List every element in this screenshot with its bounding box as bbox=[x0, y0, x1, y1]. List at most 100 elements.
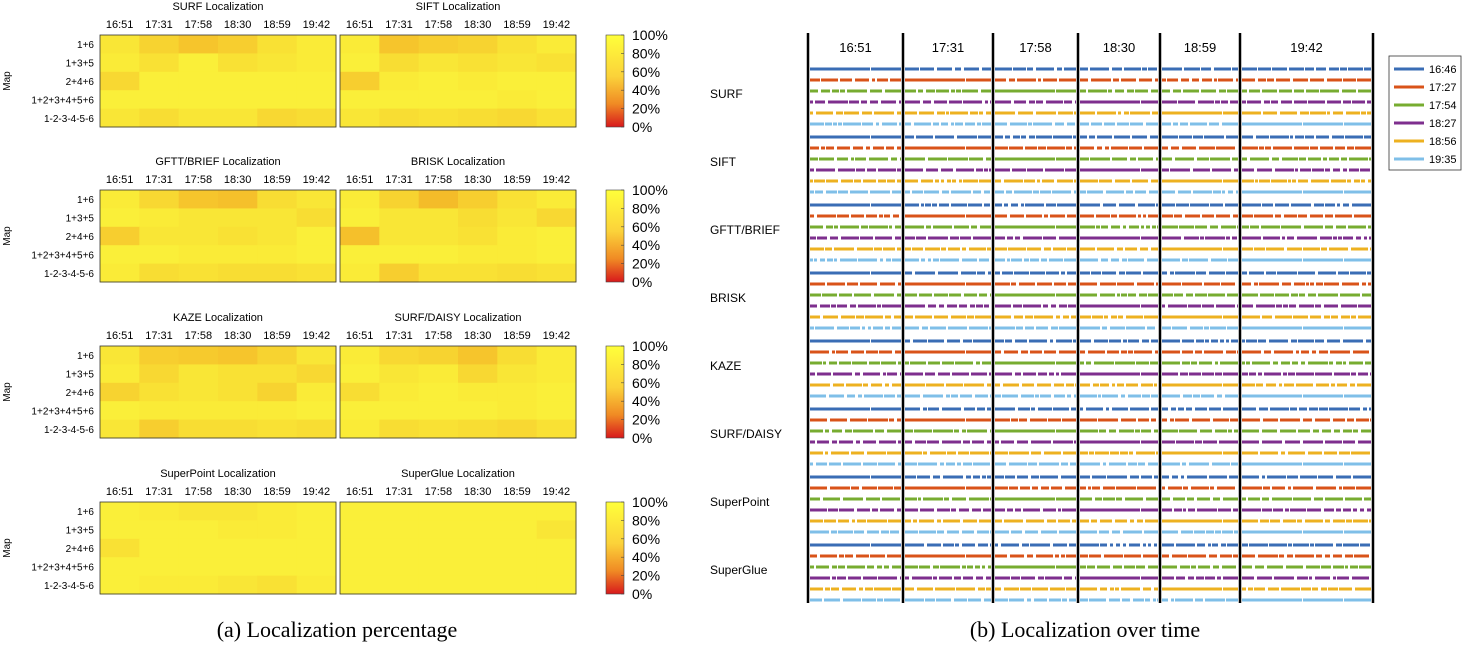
heatmap-cell bbox=[257, 419, 298, 439]
heatmap-cell bbox=[100, 401, 140, 421]
heatmap-cell bbox=[100, 263, 140, 283]
heatmap-cell bbox=[340, 190, 380, 209]
x-tick-label: 18:59 bbox=[503, 486, 531, 498]
x-tick-label: 19:42 bbox=[303, 174, 331, 186]
heatmap-cell bbox=[218, 263, 258, 283]
heatmap-cell bbox=[178, 245, 219, 265]
heatmap-cell bbox=[178, 575, 219, 595]
heatmap-cell bbox=[218, 520, 258, 540]
heatmap-cell bbox=[418, 35, 459, 54]
heatmap-cell bbox=[178, 71, 219, 91]
heatmap-cell bbox=[257, 401, 298, 421]
localization-over-time-panel: 16:51 17:31 17:58 18:30 18:59 19:42 SURF SIFT GF… bbox=[710, 33, 1462, 603]
heatmap-cell bbox=[418, 190, 459, 209]
heatmap-cell bbox=[379, 382, 420, 402]
colorbar: 100% 80% 60% 40% 20% 0% bbox=[605, 27, 668, 135]
heatmap-cell bbox=[218, 208, 258, 228]
legend-label: 17:54 bbox=[1429, 100, 1457, 112]
heatmap-title: SURF Localization bbox=[172, 1, 263, 13]
heatmap-cell bbox=[296, 71, 337, 91]
colorbar-tick-label: 40% bbox=[632, 393, 660, 409]
heatmap-cell bbox=[536, 346, 577, 365]
x-tick-label: 17:58 bbox=[185, 330, 213, 342]
heatmap-cell bbox=[458, 538, 498, 558]
heatmap-cell bbox=[418, 502, 459, 521]
heatmap-cell bbox=[178, 35, 219, 54]
heatmap-cell bbox=[340, 538, 380, 558]
heatmap-cell bbox=[379, 557, 420, 577]
heatmap-cell bbox=[458, 520, 498, 540]
heatmap-cell bbox=[497, 263, 538, 283]
heatmap-cell bbox=[536, 401, 577, 421]
method-label: SURF bbox=[710, 87, 743, 101]
heatmap-cell bbox=[218, 575, 258, 595]
heatmap-frame bbox=[99, 34, 337, 128]
heatmap-cell bbox=[458, 208, 498, 228]
x-tick-label: 17:31 bbox=[385, 330, 413, 342]
heatmap-cell bbox=[257, 520, 298, 540]
heatmap-cell bbox=[139, 401, 180, 421]
heatmap-cell bbox=[100, 90, 140, 110]
heatmap-cell bbox=[218, 364, 258, 384]
colorbar-tick-label: 100% bbox=[632, 338, 668, 354]
heatmap-cell bbox=[296, 226, 337, 246]
legend-label: 18:56 bbox=[1429, 136, 1457, 148]
heatmap-cell bbox=[497, 71, 538, 91]
heatmap-cell bbox=[536, 538, 577, 558]
heatmap-cell bbox=[257, 53, 298, 73]
heatmap-cell bbox=[218, 108, 258, 128]
method-label: GFTT/BRIEF bbox=[710, 223, 780, 237]
heatmap-cell bbox=[536, 502, 577, 521]
heatmap-cell bbox=[379, 245, 420, 265]
heatmap-cell bbox=[178, 557, 219, 577]
heatmap-cell bbox=[458, 90, 498, 110]
x-tick-label: 18:59 bbox=[503, 19, 531, 31]
x-tick-label: 17:58 bbox=[425, 174, 453, 186]
heatmap-cell bbox=[296, 401, 337, 421]
heatmap-cell bbox=[379, 364, 420, 384]
x-tick-label: 17:58 bbox=[425, 486, 453, 498]
heatmap-cell bbox=[458, 364, 498, 384]
x-tick-label: 19:42 bbox=[543, 174, 571, 186]
x-tick-label: 16:51 bbox=[106, 19, 134, 31]
heatmap-cell bbox=[497, 208, 538, 228]
y-tick-label: 2+4+6 bbox=[66, 232, 95, 243]
heatmap-cell bbox=[178, 346, 219, 365]
heatmap-cell bbox=[178, 208, 219, 228]
heatmap-cell bbox=[139, 382, 180, 402]
colorbar-tick-label: 60% bbox=[632, 219, 660, 235]
heatmap-3: GFTT/BRIEF Localization 16:51 17:31 17:58 18… bbox=[2, 156, 337, 283]
heatmap-title: BRISK Localization bbox=[411, 156, 505, 168]
heatmap-cell bbox=[296, 53, 337, 73]
heatmap-cell bbox=[379, 263, 420, 283]
heatmap-cell bbox=[458, 382, 498, 402]
heatmap-cell bbox=[218, 226, 258, 246]
x-tick-label: 16:51 bbox=[346, 19, 374, 31]
heatmap-cell bbox=[296, 557, 337, 577]
method-group: SuperPoint bbox=[710, 475, 1371, 534]
heatmap-cell bbox=[458, 35, 498, 54]
heatmap-cell bbox=[100, 382, 140, 402]
heatmap-cell bbox=[536, 90, 577, 110]
heatmap-cell bbox=[257, 90, 298, 110]
heatmap-cell bbox=[497, 108, 538, 128]
heatmap-cell bbox=[458, 575, 498, 595]
heatmap-cell bbox=[536, 364, 577, 384]
heatmap-cell bbox=[536, 208, 577, 228]
heatmap-cell bbox=[340, 226, 380, 246]
heatmap-title: SuperPoint Localization bbox=[160, 468, 276, 480]
heatmap-cell bbox=[100, 538, 140, 558]
heatmap-cell bbox=[536, 245, 577, 265]
heatmap-cell bbox=[296, 364, 337, 384]
x-tick-label: 18:30 bbox=[464, 486, 492, 498]
heatmap-cell bbox=[379, 53, 420, 73]
heatmap-cell bbox=[497, 575, 538, 595]
heatmap-cell bbox=[340, 35, 380, 54]
heatmap-6: SURF/DAISY Localization 16:51 17:31 17:58 18… bbox=[339, 312, 577, 439]
y-tick-label: 1-2-3-4-5-6 bbox=[44, 269, 94, 280]
legend: 16:46 17:27 17:54 18:27 18:56 19:35 bbox=[1388, 55, 1462, 171]
heatmap-cell bbox=[218, 502, 258, 521]
heatmap-cell bbox=[418, 90, 459, 110]
heatmap-cell bbox=[139, 557, 180, 577]
